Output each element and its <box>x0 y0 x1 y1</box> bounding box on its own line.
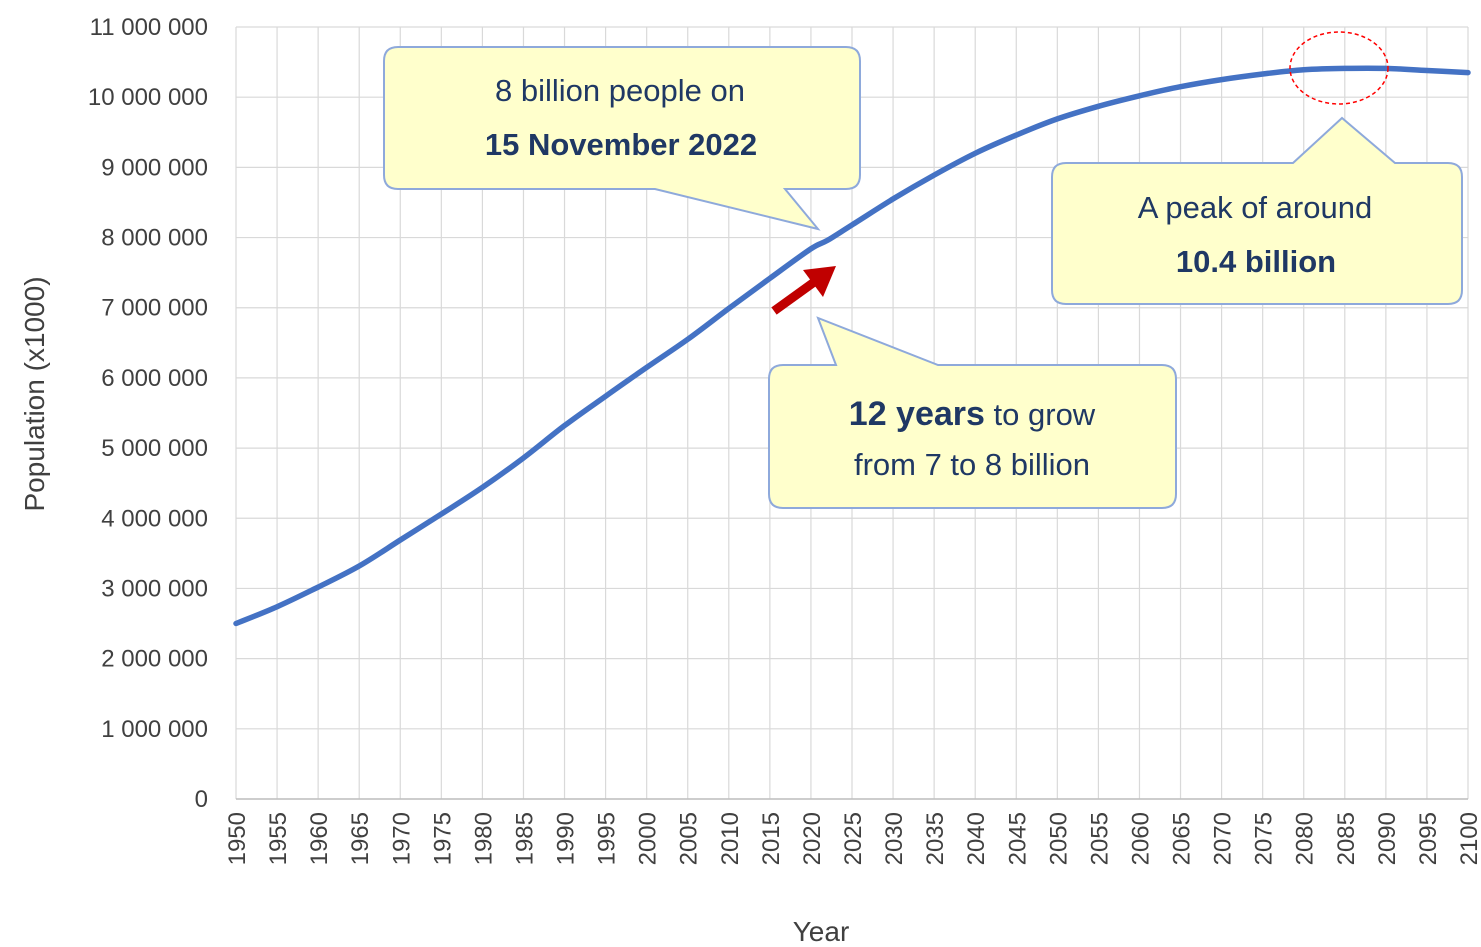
x-tick-label: 2010 <box>717 812 744 865</box>
x-tick-label: 2000 <box>635 812 662 865</box>
x-tick-label: 1955 <box>265 812 292 865</box>
x-tick-label: 2085 <box>1333 812 1360 865</box>
x-tick-label: 2095 <box>1415 812 1442 865</box>
y-tick-label: 11 000 000 <box>90 14 208 41</box>
callout-8-billion-line2: 15 November 2022 <box>485 127 757 162</box>
y-tick-label: 1 000 000 <box>101 716 208 743</box>
x-tick-label: 2055 <box>1086 812 1113 865</box>
x-tick-label: 1950 <box>224 812 251 865</box>
x-tick-label: 1990 <box>553 812 580 865</box>
grid <box>235 26 1469 800</box>
callout-8-billion: 8 billion people on 15 November 2022 <box>383 46 861 231</box>
y-tick-label: 6 000 000 <box>101 365 208 392</box>
y-axis-title: Population (x1000) <box>19 276 50 511</box>
x-tick-label: 2015 <box>758 812 785 865</box>
x-tick-label: 2100 <box>1456 812 1481 865</box>
y-tick-label: 4 000 000 <box>101 505 208 532</box>
peak-marker-circle <box>1289 31 1389 105</box>
x-tick-label: 2030 <box>881 812 908 865</box>
x-tick-label: 1960 <box>306 812 333 865</box>
callout-12-years: 12 years to grow from 7 to 8 billion <box>768 316 1177 509</box>
y-tick-label: 2 000 000 <box>101 646 208 673</box>
x-tick-label: 2070 <box>1210 812 1237 865</box>
callout-12-years-line2: from 7 to 8 billion <box>854 447 1090 482</box>
x-tick-label: 1980 <box>470 812 497 865</box>
growth-arrow <box>771 266 836 315</box>
x-tick-label: 2090 <box>1374 812 1401 865</box>
x-axis-title: Year <box>793 916 850 947</box>
x-tick-label: 2065 <box>1169 812 1196 865</box>
y-axis-tick-labels: 0 1 000 000 2 000 000 3 000 000 4 000 000 5 0… <box>88 14 208 813</box>
y-tick-label: 8 000 000 <box>101 225 208 252</box>
x-tick-label: 2040 <box>963 812 990 865</box>
callout-peak: A peak of around 10.4 billion <box>1051 116 1463 305</box>
x-tick-label: 1995 <box>594 812 621 865</box>
x-axis-tick-labels: 1950 1955 1960 1965 1970 1975 1980 1985 1990 1995… <box>224 812 1481 865</box>
y-tick-label: 10 000 000 <box>88 84 208 111</box>
y-tick-label: 9 000 000 <box>101 154 208 181</box>
x-tick-label: 2045 <box>1004 812 1031 865</box>
callout-peak-line1: A peak of around <box>1138 190 1372 225</box>
x-tick-label: 2075 <box>1251 812 1278 865</box>
x-tick-label: 1985 <box>511 812 538 865</box>
x-tick-label: 2035 <box>922 812 949 865</box>
callout-peak-line2: 10.4 billion <box>1176 244 1336 279</box>
x-tick-label: 2020 <box>799 812 826 865</box>
x-tick-label: 1965 <box>347 812 374 865</box>
x-tick-label: 2060 <box>1127 812 1154 865</box>
x-tick-label: 2005 <box>676 812 703 865</box>
y-tick-label: 3 000 000 <box>101 575 208 602</box>
y-tick-label: 5 000 000 <box>101 435 208 462</box>
x-tick-label: 2025 <box>840 812 867 865</box>
callout-8-billion-line1: 8 billion people on <box>495 73 745 108</box>
x-tick-label: 2050 <box>1045 812 1072 865</box>
x-tick-label: 1975 <box>429 812 456 865</box>
population-line <box>233 65 1471 627</box>
y-tick-label: 7 000 000 <box>101 295 208 322</box>
callout-12-years-line1: 12 years to grow <box>849 395 1096 433</box>
x-tick-label: 2080 <box>1292 812 1319 865</box>
x-tick-label: 1970 <box>388 812 415 865</box>
y-tick-label: 0 <box>195 786 208 813</box>
